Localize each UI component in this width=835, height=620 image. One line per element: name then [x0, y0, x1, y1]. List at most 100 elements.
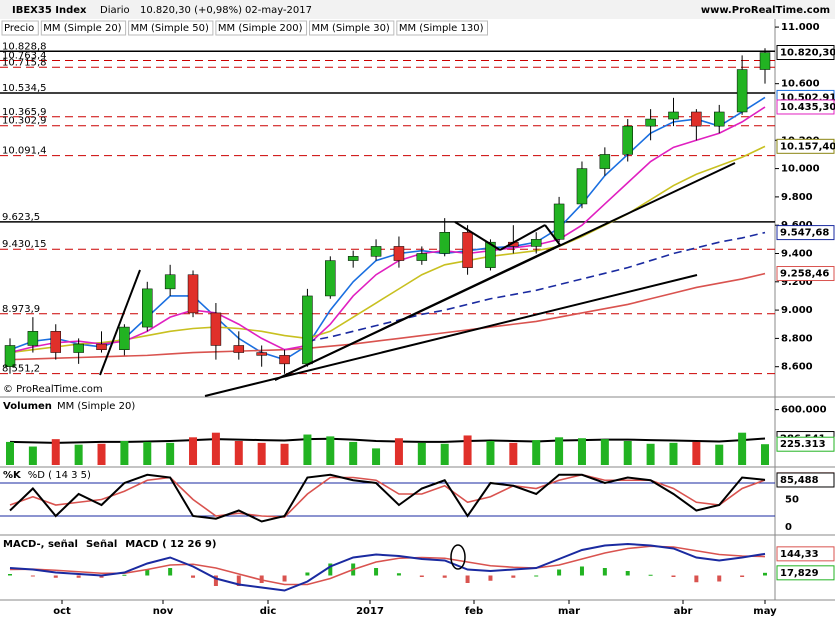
value-badge-label: 144,33 — [780, 549, 819, 560]
value-badge-label: 85,488 — [780, 475, 819, 486]
y-tick-label: 50 — [785, 495, 799, 506]
y-tick-label: 9.800 — [781, 192, 813, 203]
volume-bar — [28, 446, 37, 465]
period: Diario — [100, 5, 130, 16]
level-label: 10.763,4 — [2, 51, 47, 62]
volume-bar — [74, 444, 83, 465]
stoch-k — [9, 473, 766, 523]
macd-hist — [488, 575, 493, 581]
panel-title: MACD ( 12 26 9) — [125, 539, 216, 550]
value-badge — [776, 565, 835, 581]
x-tick-label: nov — [153, 606, 174, 617]
level-label: 8.551,2 — [2, 364, 40, 375]
macd-hist — [236, 575, 241, 586]
title: IBEX35 Index — [12, 5, 87, 16]
macd-hist — [53, 575, 58, 578]
value-badge — [776, 436, 835, 452]
header-bar — [0, 0, 835, 19]
trend-line — [454, 221, 501, 251]
stoch-d — [9, 473, 766, 518]
candle-body — [599, 154, 611, 169]
level-label: 9.430,15 — [2, 239, 47, 250]
candle-body — [576, 168, 588, 205]
panel-title: Volumen — [3, 401, 52, 412]
value-badge — [776, 225, 835, 241]
candle-body — [187, 274, 199, 314]
candle-body — [530, 239, 542, 247]
volume-bar — [6, 441, 14, 465]
macd-hist — [30, 575, 35, 577]
candle-body — [645, 118, 656, 127]
trend-line — [499, 224, 546, 251]
y-tick-label: 9.200 — [781, 277, 813, 288]
level-label: 10.302,9 — [2, 116, 47, 127]
y-tick-label: 10.000 — [781, 164, 820, 175]
candle-body — [759, 52, 771, 70]
candle-body — [668, 111, 679, 120]
candle-body — [27, 331, 39, 346]
trend-line — [544, 224, 561, 246]
level-label: 9.623,5 — [2, 212, 40, 223]
panel-title: MM (Simple 20) — [57, 401, 135, 412]
quote: 10.820,30 (+0,98%) — [140, 5, 242, 16]
value-badge-label: 9.258,46 — [780, 269, 829, 280]
legend-entry: MM (Simple 130) — [399, 23, 484, 34]
volume-bar — [577, 438, 586, 465]
macd-hist — [694, 575, 699, 583]
candle-body — [256, 352, 267, 356]
x-tick-label: dic — [260, 606, 277, 617]
value-badge-label: 17,829 — [780, 568, 819, 579]
legend-box — [309, 20, 395, 36]
volume-bar — [349, 441, 358, 465]
value-badge-label: 9.547,68 — [780, 228, 829, 239]
legend-box — [1, 20, 39, 36]
volume-bar — [509, 442, 518, 465]
macd-hist — [8, 574, 12, 576]
level-label: 8.973,9 — [2, 304, 40, 315]
macd-hist — [328, 563, 333, 576]
level-label: 10.365,9 — [2, 107, 47, 118]
volume-bar — [600, 439, 609, 465]
value-badge — [776, 546, 835, 562]
volume-bar — [394, 438, 403, 465]
value-badge-label: 10.502,91 — [780, 92, 835, 103]
candle-body — [4, 345, 16, 367]
y-tick-label: 11.000 — [781, 22, 820, 33]
trend-line — [99, 269, 141, 376]
candle-body — [370, 246, 382, 257]
macd-hist — [191, 575, 196, 578]
value-badge-label: 10.820,30 — [780, 48, 835, 59]
macd-hist — [763, 572, 767, 576]
legend-box — [128, 20, 214, 36]
value-badge — [776, 99, 835, 115]
volume-bar — [234, 441, 243, 465]
candle-body — [736, 69, 748, 113]
candle-body — [302, 295, 313, 365]
value-badge-label: 225.313 — [780, 439, 826, 450]
trend-lines — [99, 162, 736, 397]
volume-bar — [120, 441, 129, 465]
candle-body — [50, 331, 62, 353]
macd-hist — [648, 574, 653, 576]
y-tick-label: 8.600 — [781, 362, 813, 373]
macd-hist — [579, 566, 584, 576]
y-tick-label: 600.000 — [781, 405, 827, 416]
volume-bar — [623, 441, 632, 465]
value-badge — [776, 266, 835, 282]
x-tick-label: oct — [53, 606, 71, 617]
candle-body — [393, 246, 405, 261]
value-badge — [776, 138, 835, 154]
legend-box — [40, 20, 127, 36]
legend-entry: Precio — [4, 23, 34, 34]
volume-bar — [303, 434, 312, 465]
value-badge — [776, 45, 835, 61]
candle-body — [325, 260, 336, 297]
panel-title: %K — [3, 470, 22, 481]
macd-line — [9, 542, 766, 592]
trend-line — [204, 274, 698, 397]
x-tick-label: may — [753, 606, 777, 617]
legend-entry: MM (Simple 50) — [131, 23, 209, 34]
macd-hist — [305, 572, 310, 576]
